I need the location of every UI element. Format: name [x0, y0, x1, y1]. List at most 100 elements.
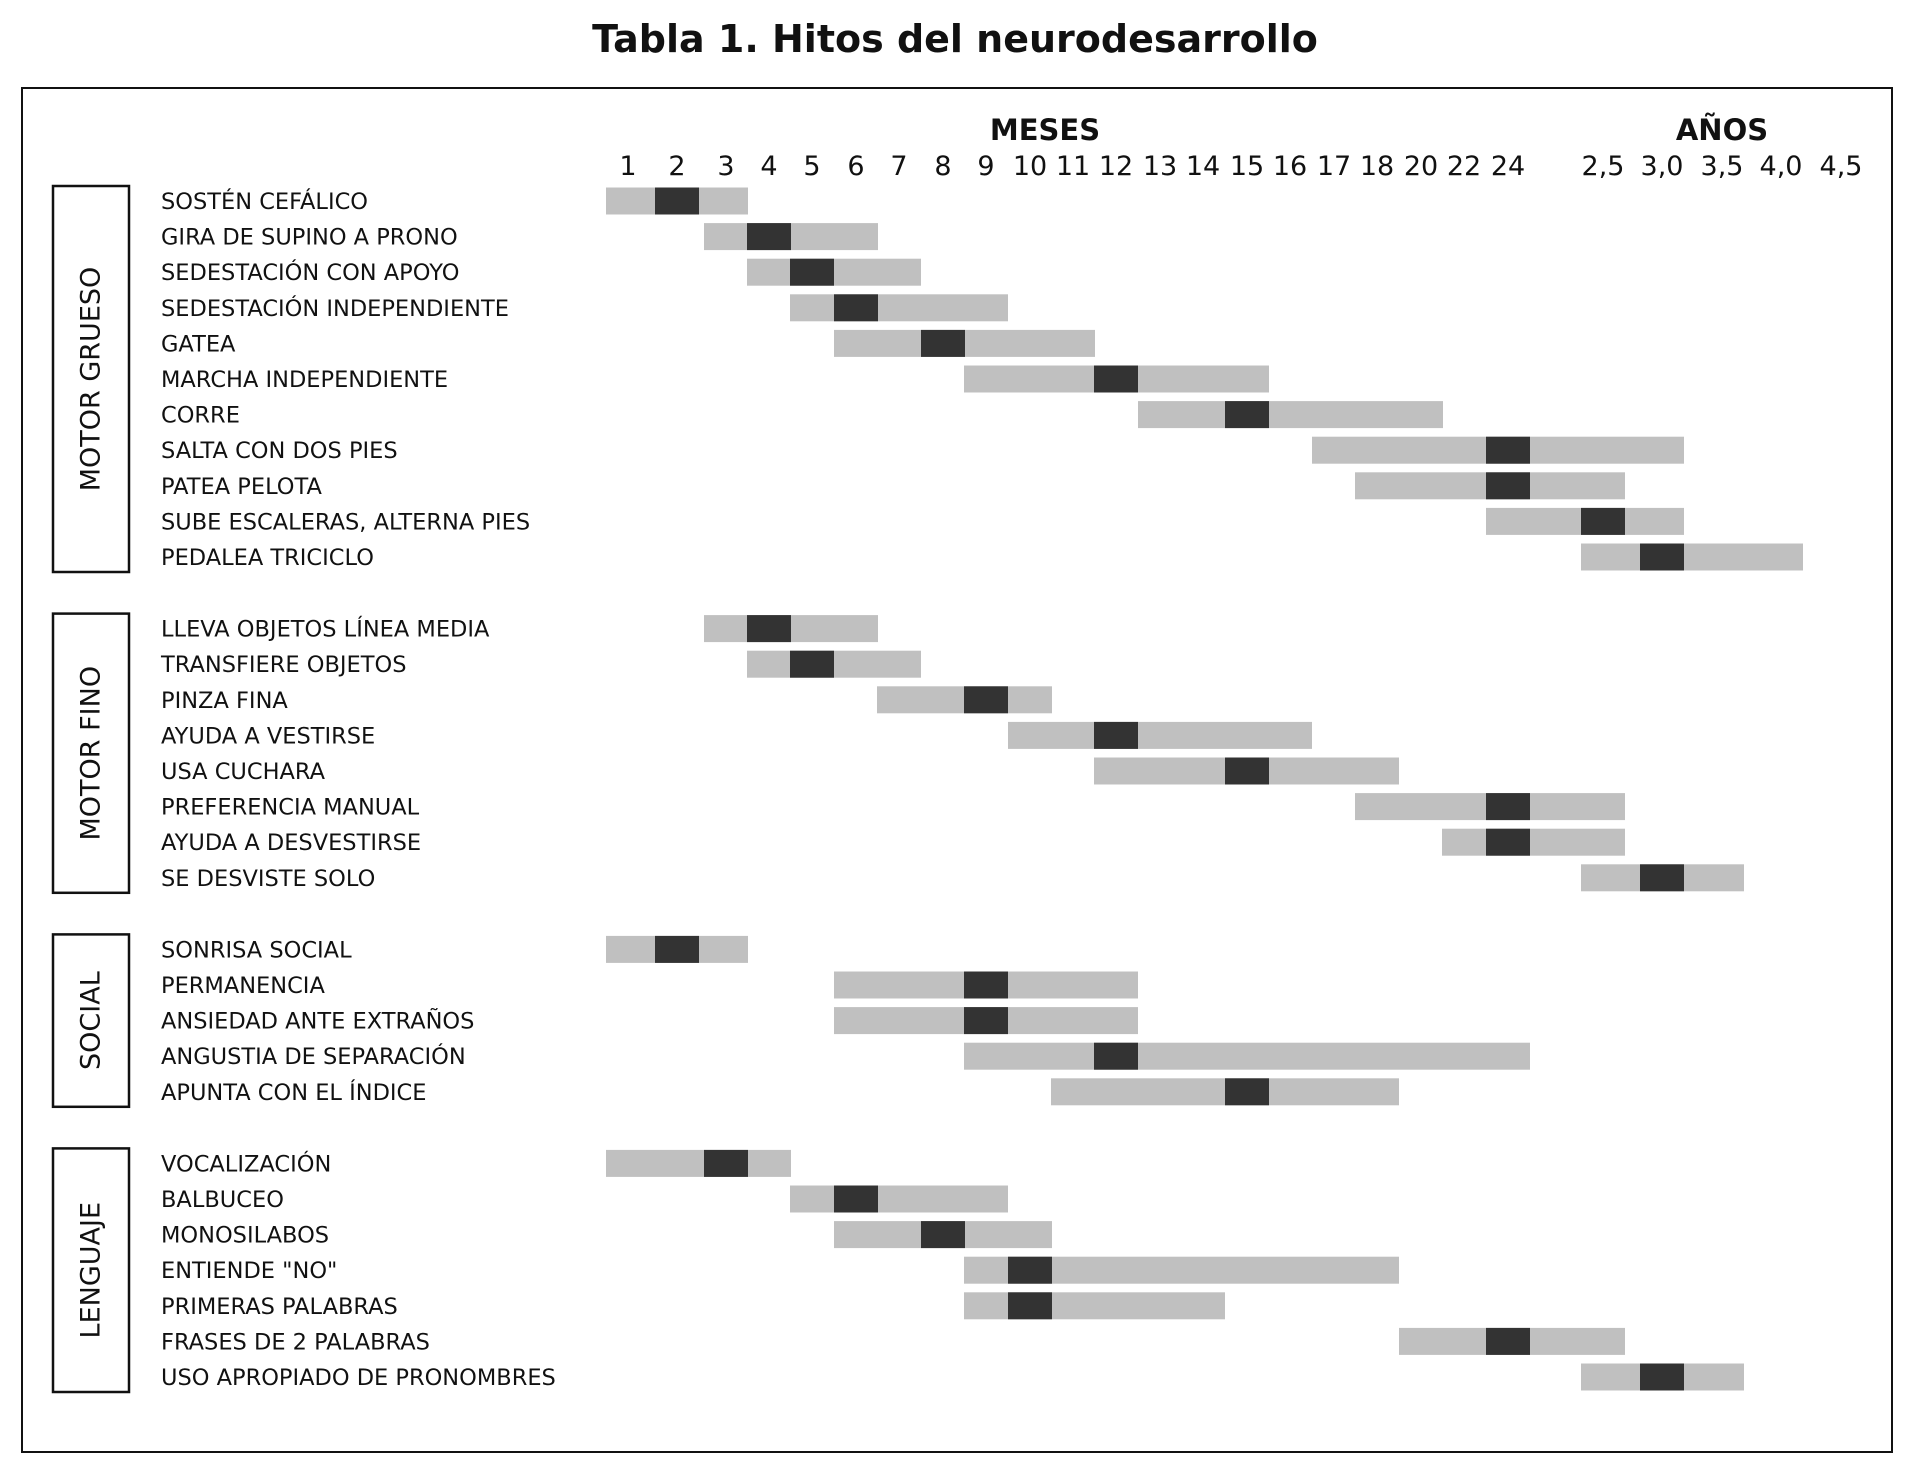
- tick-label: 12: [1099, 151, 1133, 182]
- milestone-label: ANGUSTIA DE SEPARACIÓN: [161, 1042, 466, 1070]
- peak-marker: [747, 223, 791, 251]
- milestone-label: CORRE: [161, 403, 240, 429]
- tick-label: 3,0: [1641, 151, 1684, 182]
- peak-marker: [1640, 543, 1684, 571]
- milestone-label: PERMANENCIA: [161, 973, 325, 999]
- peak-marker: [655, 935, 699, 963]
- milestone-label: USA CUCHARA: [161, 759, 326, 785]
- milestone-label: SEDESTACIÓN CON APOYO: [161, 258, 459, 286]
- peak-marker: [964, 686, 1008, 714]
- milestone-row: SEDESTACIÓN INDEPENDIENTE: [161, 294, 1008, 322]
- range-bar: [964, 1042, 1530, 1070]
- milestone-label: SOSTÉN CEFÁLICO: [161, 187, 368, 215]
- group-label: MOTOR GRUESO: [76, 267, 107, 492]
- milestone-row: SE DESVISTE SOLO: [161, 864, 1744, 892]
- milestone-label: FRASES DE 2 PALABRAS: [161, 1329, 430, 1355]
- tick-label: 4,5: [1820, 151, 1863, 182]
- milestone-group-social: SONRISA SOCIAL PERMANENCIA ANSIEDAD ANTE E…: [51, 933, 1530, 1109]
- tick-labels: 1 2 3 4 5 6 7 8 9 10 11 12 13 14 15 16 17 18 20 22 24 2,5 3,0 3…: [619, 151, 1862, 182]
- group-label: SOCIAL: [76, 971, 107, 1070]
- tick-label: 22: [1447, 151, 1481, 182]
- tick-label: 2,5: [1582, 151, 1625, 182]
- peak-marker: [921, 1221, 965, 1249]
- peak-marker: [704, 1149, 748, 1177]
- milestone-label: PEDALEA TRICICLO: [161, 545, 374, 571]
- milestone-row: LLEVA OBJETOS LÍNEA MEDIA: [161, 615, 878, 643]
- milestone-label: PINZA FINA: [161, 688, 288, 714]
- peak-marker: [655, 187, 699, 215]
- milestone-label: SE DESVISTE SOLO: [161, 866, 375, 892]
- milestone-group-lenguaje: VOCALIZACIÓN BALBUCEO MONOSILABOS ENTIENDE …: [51, 1147, 1744, 1394]
- milestone-row: PATEA PELOTA: [161, 472, 1625, 500]
- milestone-label: SONRISA SOCIAL: [161, 937, 352, 963]
- tick-label: 16: [1273, 151, 1307, 182]
- milestone-row: ENTIENDE "NO": [161, 1256, 1399, 1284]
- milestone-row: MARCHA INDEPENDIENTE: [161, 365, 1269, 393]
- peak-marker: [1008, 1256, 1052, 1284]
- range-bar: [1442, 828, 1625, 856]
- milestone-label: GATEA: [161, 331, 236, 357]
- milestone-label: BALBUCEO: [161, 1187, 284, 1213]
- milestone-row: PEDALEA TRICICLO: [161, 543, 1803, 571]
- milestone-label: LLEVA OBJETOS LÍNEA MEDIA: [161, 615, 490, 643]
- milestone-label: USO APROPIADO DE PRONOMBRES: [161, 1365, 556, 1391]
- milestone-row: ANGUSTIA DE SEPARACIÓN: [161, 1042, 1530, 1070]
- range-bar: [790, 1185, 1008, 1213]
- milestone-label: APUNTA CON EL ÍNDICE: [161, 1078, 426, 1106]
- tick-label: 20: [1404, 151, 1438, 182]
- tick-label: 18: [1360, 151, 1394, 182]
- milestone-label: ANSIEDAD ANTE EXTRAÑOS: [161, 1007, 474, 1035]
- milestone-row: USA CUCHARA: [161, 757, 1399, 785]
- peak-marker: [790, 650, 834, 678]
- milestone-group-motor-grueso: SOSTÉN CEFÁLICO GIRA DE SUPINO A PRONO SED…: [51, 184, 1803, 574]
- milestone-label: SUBE ESCALERAS, ALTERNA PIES: [161, 509, 530, 535]
- tick-label: 24: [1491, 151, 1525, 182]
- group-box: [51, 184, 131, 574]
- peak-marker: [964, 1007, 1008, 1035]
- milestone-label: VOCALIZACIÓN: [161, 1149, 331, 1177]
- peak-marker: [1486, 828, 1530, 856]
- tick-label: 5: [803, 151, 820, 182]
- group-box: [51, 933, 131, 1109]
- milestone-row: PERMANENCIA: [161, 971, 1138, 999]
- milestone-row: MONOSILABOS: [161, 1221, 1052, 1249]
- milestone-group-motor-fino: LLEVA OBJETOS LÍNEA MEDIA TRANSFIERE OBJE…: [51, 612, 1744, 895]
- group-label: LENGUAJE: [76, 1202, 107, 1338]
- group-box: [51, 612, 131, 895]
- milestone-label: ENTIENDE "NO": [161, 1258, 337, 1284]
- range-bar: [964, 1292, 1225, 1320]
- milestone-row: APUNTA CON EL ÍNDICE: [161, 1078, 1399, 1106]
- peak-marker: [1640, 1363, 1684, 1391]
- tick-label: 6: [847, 151, 864, 182]
- tick-label: 3,5: [1701, 151, 1744, 182]
- peak-marker: [964, 971, 1008, 999]
- milestone-row: SONRISA SOCIAL: [161, 935, 748, 963]
- tick-label: 4: [760, 151, 777, 182]
- group-label: MOTOR FINO: [76, 666, 107, 841]
- range-bar: [1008, 721, 1312, 749]
- peak-marker: [790, 258, 834, 286]
- milestone-row: USO APROPIADO DE PRONOMBRES: [161, 1363, 1744, 1391]
- tick-label: 3: [717, 151, 734, 182]
- milestone-label: AYUDA A DESVESTIRSE: [161, 830, 421, 856]
- milestone-row: TRANSFIERE OBJETOS: [160, 650, 921, 678]
- tick-label: 4,0: [1760, 151, 1803, 182]
- peak-marker: [921, 329, 965, 357]
- peak-marker: [1486, 436, 1530, 464]
- milestone-label: PATEA PELOTA: [161, 474, 323, 500]
- peak-marker: [834, 294, 878, 322]
- milestone-row: AYUDA A VESTIRSE: [161, 721, 1312, 749]
- peak-marker: [1581, 507, 1625, 535]
- tick-label: 1: [619, 151, 636, 182]
- group-box: [51, 1147, 131, 1394]
- peak-marker: [747, 615, 791, 643]
- milestone-row: VOCALIZACIÓN: [161, 1149, 791, 1177]
- milestone-label: SALTA CON DOS PIES: [161, 438, 398, 464]
- milestone-row: BALBUCEO: [161, 1185, 1008, 1213]
- milestone-row: SALTA CON DOS PIES: [161, 436, 1684, 464]
- milestone-row: GIRA DE SUPINO A PRONO: [161, 223, 878, 251]
- milestone-row: CORRE: [161, 401, 1443, 429]
- milestone-label: PREFERENCIA MANUAL: [161, 795, 420, 821]
- tick-label: 15: [1230, 151, 1264, 182]
